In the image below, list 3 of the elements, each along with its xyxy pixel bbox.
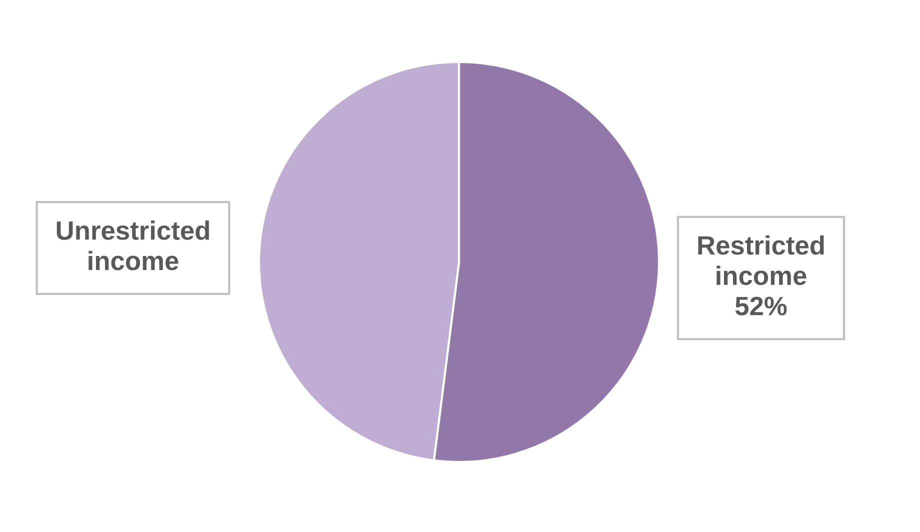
slice-label: Unrestricted income xyxy=(56,220,209,270)
data-label: 52% xyxy=(735,296,787,316)
slice-label: Restricted income xyxy=(698,235,824,286)
